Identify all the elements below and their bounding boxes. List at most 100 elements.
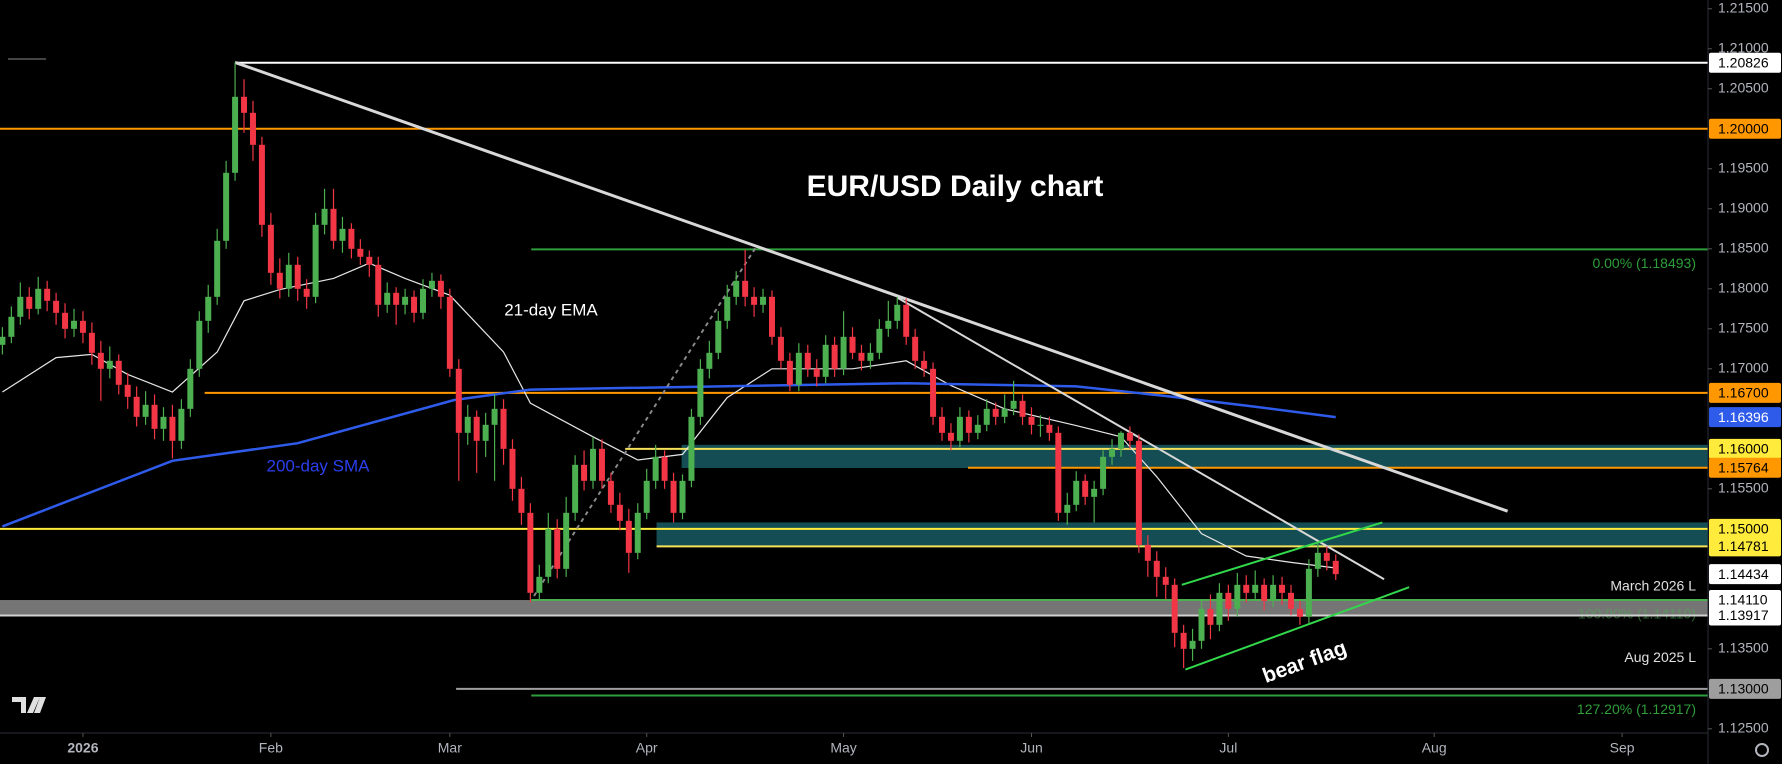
candle-body xyxy=(71,320,78,329)
candle-body xyxy=(473,416,480,441)
price-tag-label: 1.15764 xyxy=(1718,459,1769,475)
candle-body xyxy=(1189,640,1196,649)
logo-mark xyxy=(12,697,46,713)
y-tick-label: 1.17000 xyxy=(1718,360,1769,376)
candle-body xyxy=(160,416,167,429)
candle-body xyxy=(885,320,892,329)
price-tag xyxy=(1709,407,1781,428)
candle-body xyxy=(169,416,176,441)
candle-body xyxy=(876,328,883,353)
price-tag-label: 1.15000 xyxy=(1718,521,1769,537)
candle-body xyxy=(956,416,963,441)
price-tag-label: 1.16000 xyxy=(1718,441,1769,457)
candle-body xyxy=(142,404,149,417)
candle-body xyxy=(652,456,659,481)
price-tag xyxy=(1709,590,1781,611)
level-note: March 2026 L xyxy=(1610,578,1696,594)
candle-body xyxy=(1055,432,1062,513)
y-tick-label: 1.20500 xyxy=(1718,80,1769,96)
candle-body xyxy=(267,224,274,273)
price-tag-label: 1.16700 xyxy=(1718,385,1769,401)
candle-body xyxy=(581,464,588,481)
candle-body xyxy=(1126,432,1133,441)
candle-body xyxy=(0,336,6,345)
candle-body xyxy=(106,360,113,369)
y-tick-label: 1.18500 xyxy=(1718,240,1769,256)
candle-body xyxy=(1028,416,1035,425)
candle-body xyxy=(697,368,704,417)
candle-body xyxy=(1010,400,1017,409)
trendline xyxy=(896,296,1385,581)
candle-body xyxy=(223,172,230,241)
candle-body xyxy=(939,416,946,433)
candle-body xyxy=(563,512,570,569)
candle-body xyxy=(1135,440,1142,545)
x-tick-label: Sep xyxy=(1610,740,1635,756)
logo xyxy=(12,697,46,713)
candle-body xyxy=(858,352,865,361)
candle-body xyxy=(330,208,337,241)
price-tag xyxy=(1709,678,1781,699)
trendline xyxy=(1185,586,1410,671)
candle-body xyxy=(572,464,579,513)
y-tick-label: 1.12500 xyxy=(1718,720,1769,736)
candle-body xyxy=(249,112,256,145)
candle-body xyxy=(1332,560,1339,575)
candle-body xyxy=(1261,584,1268,601)
candle-body xyxy=(616,504,623,521)
candle-body xyxy=(724,296,731,321)
candle-body xyxy=(849,336,856,353)
candle-body xyxy=(1064,504,1071,513)
trendline xyxy=(533,246,757,597)
candle-body xyxy=(26,296,33,309)
candle-body xyxy=(742,280,749,297)
candle-body xyxy=(312,224,319,297)
price-tag xyxy=(1709,536,1781,557)
candle-body xyxy=(196,320,203,369)
indicator-line xyxy=(2,262,1336,569)
candle-body xyxy=(1314,552,1321,569)
candle-body xyxy=(715,320,722,353)
candle-body xyxy=(634,512,641,553)
candle-body xyxy=(1207,608,1214,625)
sma-label: 200-day SMA xyxy=(267,456,371,475)
candle-body xyxy=(625,520,632,553)
candle-body xyxy=(491,408,498,425)
candle-body xyxy=(455,368,462,433)
price-tag-label: 1.20000 xyxy=(1718,121,1769,137)
x-tick-label: Mar xyxy=(438,740,462,756)
ema-label: 21-day EMA xyxy=(504,300,598,319)
candle-body xyxy=(446,296,453,369)
candle-body xyxy=(97,352,104,369)
candle-body xyxy=(590,448,597,481)
candle-body xyxy=(79,320,86,333)
candle-body xyxy=(232,96,239,173)
level-note: Aug 2025 L xyxy=(1624,649,1696,665)
candle-body xyxy=(1144,544,1151,561)
candle-body xyxy=(831,344,838,369)
candle-body xyxy=(607,480,614,505)
price-tag-label: 1.16396 xyxy=(1718,409,1769,425)
y-tick-label: 1.15500 xyxy=(1718,480,1769,496)
candle-body xyxy=(357,248,364,257)
trendline xyxy=(1181,521,1383,586)
x-tick-label: Apr xyxy=(636,740,658,756)
y-tick-label: 1.18000 xyxy=(1718,280,1769,296)
candle-body xyxy=(777,336,784,361)
candle-body xyxy=(688,416,695,481)
candle-body xyxy=(983,408,990,425)
candle-body xyxy=(1234,584,1241,609)
candle-body xyxy=(1001,408,1008,417)
settings-button[interactable] xyxy=(1755,743,1769,757)
price-tag xyxy=(1709,52,1781,73)
candle-body xyxy=(1296,608,1303,617)
candle-body xyxy=(294,264,301,289)
candle-body xyxy=(35,288,42,309)
candle-body xyxy=(751,296,758,305)
candle-body xyxy=(509,448,516,489)
candle-body xyxy=(1082,480,1089,497)
price-tag xyxy=(1709,564,1781,585)
candle-body xyxy=(1243,584,1250,593)
settings-icon[interactable] xyxy=(1755,743,1769,757)
price-tag-label: 1.14434 xyxy=(1718,566,1769,582)
